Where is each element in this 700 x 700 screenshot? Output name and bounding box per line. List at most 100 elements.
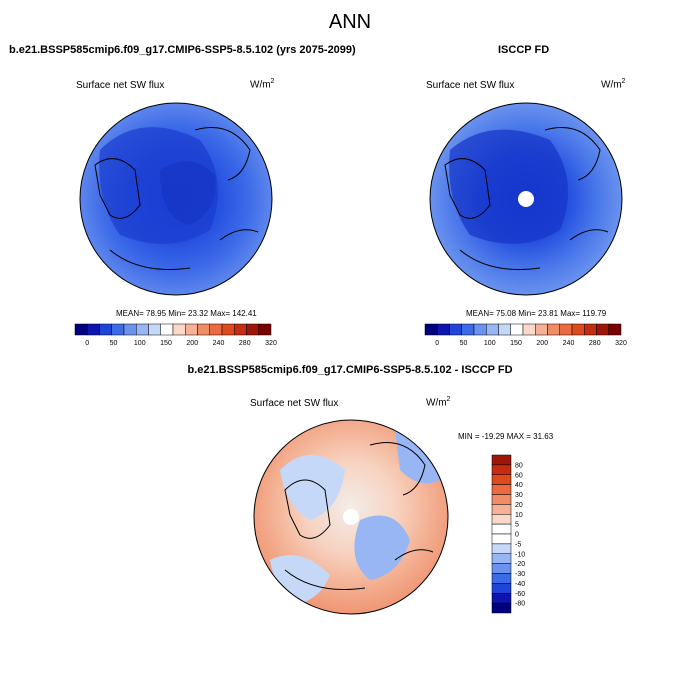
diff-map-coastlines xyxy=(284,442,434,591)
left-colorbar-swatch xyxy=(123,323,137,336)
right-units-label: W/m2 xyxy=(601,78,626,91)
right-colorbar-swatch xyxy=(571,323,585,336)
diff-colorbar-tick-label: 80 xyxy=(515,462,523,469)
right-colorbar-tick-label: 280 xyxy=(589,340,601,347)
diff-colorbar-tick-label: -40 xyxy=(515,581,525,588)
right-colorbar-tick-label: 0 xyxy=(435,340,439,347)
left-colorbar-swatch xyxy=(221,323,235,336)
diff-colorbar-tick-label: 60 xyxy=(515,472,523,479)
diff-case-title: b.e21.BSSP585cmip6.f09_g17.CMIP6-SSP5-8.… xyxy=(187,364,513,376)
left-map xyxy=(79,102,273,296)
left-colorbar: 0 50 100 150 200 240 280 320 xyxy=(74,323,277,347)
diff-colorbar-tick-label: -60 xyxy=(515,591,525,598)
left-map-core-region xyxy=(160,161,216,225)
right-map-border xyxy=(429,102,623,296)
diff-stats: MIN = -19.29 MAX = 31.63 xyxy=(458,432,554,441)
diff-colorbar-tick-label: -5 xyxy=(515,541,521,548)
left-colorbar-swatch xyxy=(209,323,223,336)
diff-map-missing-pole xyxy=(343,509,359,525)
right-colorbar-swatch xyxy=(547,323,560,336)
diff-colorbar-tick-label: 5 xyxy=(515,522,519,529)
diff-colorbar-swatch xyxy=(491,454,512,466)
left-colorbar-tick-label: 280 xyxy=(239,340,251,347)
diff-colorbar-tick-label: 40 xyxy=(515,482,523,489)
diff-colorbar: 80 60 40 30 20 10 5 0 -5 -10 -20 -30 -40 -60 -80 xyxy=(491,454,525,614)
diff-map-border xyxy=(253,419,449,615)
left-units-label: W/m2 xyxy=(250,78,275,91)
left-colorbar-tick-label: 200 xyxy=(186,340,198,347)
diff-map-negative-region-b xyxy=(354,515,410,580)
right-map-missing-pole xyxy=(518,191,534,207)
diff-map-negative-region-a xyxy=(280,455,345,520)
right-map-coastlines xyxy=(444,127,609,271)
diff-colorbar-swatch xyxy=(491,573,512,584)
diff-colorbar-tick-label: 10 xyxy=(515,512,523,519)
right-case-title: ISCCP FD xyxy=(498,44,550,56)
right-colorbar-tick-label: 50 xyxy=(460,340,468,347)
right-colorbar-swatch xyxy=(522,323,536,336)
left-colorbar-swatch xyxy=(160,323,174,336)
left-colorbar-swatch xyxy=(99,323,112,336)
diff-map-negative-region-d xyxy=(395,430,440,484)
diff-colorbar-tick-label: 30 xyxy=(515,492,523,499)
right-colorbar-swatch xyxy=(424,323,438,336)
diff-colorbar-tick-label: -20 xyxy=(515,561,525,568)
diff-colorbar-tick-label: -10 xyxy=(515,551,525,558)
right-colorbar-tick-label: 150 xyxy=(510,340,522,347)
diff-map xyxy=(253,419,449,615)
right-colorbar-swatch xyxy=(449,323,462,336)
diff-colorbar-tick-label: 0 xyxy=(515,532,519,539)
diff-colorbar-tick-label: -80 xyxy=(515,601,525,608)
left-map-border xyxy=(79,102,273,296)
figure-title: ANN xyxy=(328,11,372,33)
diff-colorbar-tick-label: 20 xyxy=(515,502,523,509)
left-colorbar-swatch xyxy=(111,323,125,336)
right-colorbar: 0 50 100 150 200 240 280 320 xyxy=(424,323,627,347)
diff-colorbar-swatch xyxy=(491,543,512,554)
right-colorbar-swatch xyxy=(596,323,609,336)
left-map-coastlines xyxy=(94,127,259,271)
right-variable-label: Surface net SW flux xyxy=(426,80,515,91)
diff-colorbar-swatch xyxy=(491,602,512,614)
right-colorbar-swatch xyxy=(486,323,499,336)
diff-colorbar-swatch xyxy=(491,553,512,564)
right-colorbar-swatch xyxy=(461,323,475,336)
right-colorbar-tick-label: 200 xyxy=(536,340,548,347)
left-variable-label: Surface net SW flux xyxy=(76,80,165,91)
diff-colorbar-swatch xyxy=(491,514,512,525)
right-colorbar-tick-label: 320 xyxy=(615,340,627,347)
diff-variable-label: Surface net SW flux xyxy=(250,398,339,409)
diff-colorbar-swatch xyxy=(491,474,512,485)
diff-colorbar-swatch xyxy=(491,593,512,604)
right-colorbar-swatch xyxy=(498,323,511,336)
right-map xyxy=(429,102,623,296)
diff-colorbar-tick-label: -30 xyxy=(515,571,525,578)
left-colorbar-swatch xyxy=(258,323,272,336)
left-case-title: b.e21.BSSP585cmip6.f09_g17.CMIP6-SSP5-8.… xyxy=(9,44,356,56)
left-colorbar-tick-label: 100 xyxy=(134,340,146,347)
left-colorbar-tick-label: 320 xyxy=(265,340,277,347)
right-colorbar-swatch xyxy=(535,323,548,336)
right-colorbar-swatch xyxy=(584,323,597,336)
diff-colorbar-swatch xyxy=(491,484,512,495)
diff-colorbar-swatch xyxy=(491,504,512,515)
right-colorbar-swatch xyxy=(559,323,573,336)
left-colorbar-swatch xyxy=(136,323,149,336)
right-colorbar-tick-label: 100 xyxy=(484,340,496,347)
left-colorbar-tick-label: 150 xyxy=(160,340,172,347)
right-stats: MEAN= 75.08 Min= 23.81 Max= 119.79 xyxy=(466,309,607,318)
right-colorbar-tick-label: 240 xyxy=(563,340,575,347)
left-colorbar-swatch xyxy=(234,323,247,336)
left-colorbar-swatch xyxy=(185,323,198,336)
left-stats: MEAN= 78.95 Min= 23.32 Max= 142.41 xyxy=(116,309,257,318)
right-colorbar-swatch xyxy=(437,323,450,336)
left-colorbar-tick-label: 0 xyxy=(85,340,89,347)
left-colorbar-swatch xyxy=(148,323,161,336)
left-colorbar-swatch xyxy=(246,323,259,336)
right-colorbar-swatch xyxy=(608,323,622,336)
left-colorbar-tick-label: 50 xyxy=(110,340,118,347)
right-colorbar-swatch xyxy=(473,323,487,336)
diff-colorbar-swatch xyxy=(491,494,512,505)
diff-colorbar-swatch xyxy=(491,464,512,475)
